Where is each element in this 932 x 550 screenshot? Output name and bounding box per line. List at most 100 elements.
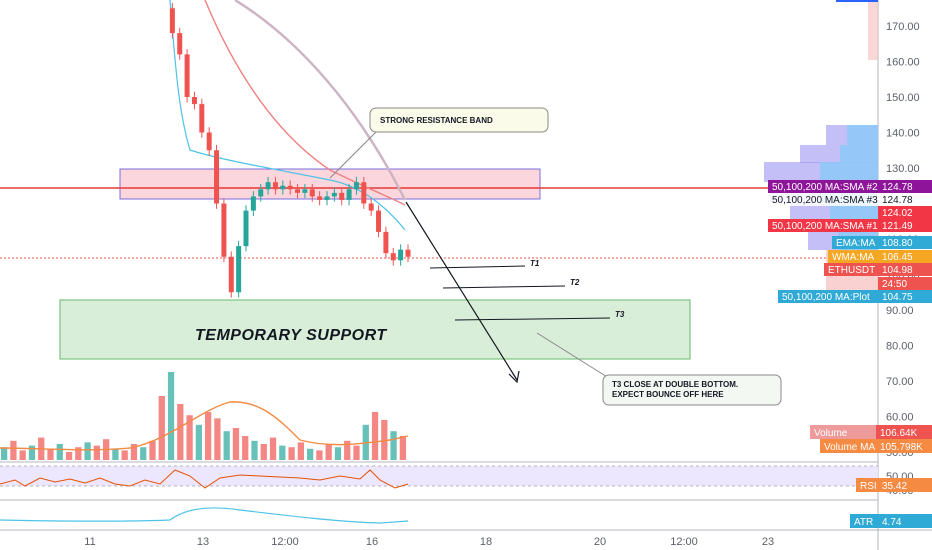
price-tick: 70.00 [886,376,914,388]
time-tick: 18 [480,536,492,548]
volume-bar [214,418,221,460]
price-tick: 90.00 [886,305,914,317]
svg-text:RSI: RSI [860,481,877,492]
candle-body [236,246,242,293]
volume-bar [10,440,17,460]
price-label: 50,100,200 MA:Plot 104.75 [778,290,932,303]
svg-text:24:50: 24:50 [882,279,907,290]
svg-text:108.80: 108.80 [882,238,913,249]
svg-text:EMA:MA: EMA:MA [836,238,876,249]
volume-bar [223,431,230,460]
price-tick: 80.00 [886,341,914,353]
volume-bar [269,437,277,460]
support-label: TEMPORARY SUPPORT [195,327,387,344]
projection-arrow [405,201,520,384]
volume-bar [232,428,240,460]
volume-bar [325,444,332,460]
time-tick: 20 [594,536,606,548]
volume-bar [177,404,184,460]
candle-body [191,97,197,105]
volume-bar [205,412,212,460]
t3-note-line1: T3 CLOSE AT DOUBLE BOTTOM. [612,380,738,389]
volume-bar [316,450,323,460]
svg-text:104.98: 104.98 [882,265,913,276]
candle-body [398,249,404,261]
candle-body [317,196,323,200]
support-zone[interactable] [59,299,691,360]
volume-bar [65,452,73,460]
price-tick: 130.00 [886,163,920,175]
time-tick: 13 [197,536,209,548]
price-label: 50,100,200 MA:SMA #3 124.78 [768,193,932,206]
top-marker [836,0,878,2]
target-t1: T1 [530,259,540,268]
volume-bar [371,412,379,460]
candle-body [265,182,271,190]
volume-bar [56,444,63,460]
resistance-annotation[interactable]: STRONG RESISTANCE BAND [329,107,549,179]
price-label: 50,100,200 MA:SMA #2 124.78 [768,180,932,193]
volume-bar [399,436,406,460]
volume-bar [167,372,175,460]
volume-bar [381,420,388,460]
price-label: EMA:MA 108.80 [832,236,932,249]
volume-bar [251,440,258,460]
volume-bar [112,448,119,460]
candle-body [169,8,175,34]
price-tick: 60.00 [886,412,914,424]
svg-text:ETHUSDT: ETHUSDT [828,265,875,276]
resistance-band[interactable] [119,168,541,200]
volume-bars [1,372,406,460]
volume-ma-label: Volume MA 105.798K [820,439,932,453]
volume-bar [288,447,295,460]
svg-text:ATR: ATR [854,517,873,528]
volume-bar [93,445,100,460]
svg-text:50,100,200 MA:SMA #1: 50,100,200 MA:SMA #1 [772,221,878,232]
candle-body [309,189,315,197]
price-label: 124.02 [878,206,932,219]
candle-body [199,104,205,133]
rsi-band [0,466,878,486]
svg-text:105.798K: 105.798K [880,442,923,453]
svg-text:50,100,200 MA:SMA #3: 50,100,200 MA:SMA #3 [772,195,878,206]
volume-ma-line [0,401,409,451]
candle-body [214,150,220,204]
svg-text:124.02: 124.02 [882,208,913,219]
candle-body [361,182,367,204]
svg-text:Volume MA: Volume MA [824,442,875,453]
svg-text:124.78: 124.78 [882,182,913,193]
candle-body [221,203,227,257]
sma-100-line [204,0,406,206]
svg-text:50,100,200 MA:SMA #2: 50,100,200 MA:SMA #2 [772,182,878,193]
volume-bar [334,447,342,460]
volume-bar [242,436,249,460]
candle-body [258,189,264,197]
candle-body [206,132,212,151]
volume-bar [47,448,54,460]
volume-bar [1,447,8,460]
candle-body [184,54,190,97]
candle-body [302,189,308,193]
t3-note-annotation[interactable]: T3 CLOSE AT DOUBLE BOTTOM. EXPECT BOUNCE… [536,332,782,406]
time-axis[interactable]: 11 13 12:00 16 18 20 12:00 23 [84,536,774,548]
candle-body [368,203,374,211]
rsi-line [0,469,409,489]
rsi-label: RSI 35.42 [856,478,932,492]
candle-body [280,185,286,190]
candle-body [339,192,345,200]
t3-note-line2: EXPECT BOUNCE OFF HERE [612,390,724,399]
volume-bar [344,440,351,460]
svg-text:WMA:MA: WMA:MA [832,252,875,263]
candle-body [228,256,234,293]
time-tick: 16 [366,536,378,548]
candle-body [405,249,411,257]
price-tick: 170.00 [886,21,920,33]
target-lines: T1 T2 T3 [429,259,625,321]
target-t2: T2 [570,278,580,287]
svg-text:106.64K: 106.64K [880,428,918,439]
svg-text:121.49: 121.49 [882,221,913,232]
volume-bar [158,396,165,460]
volume-bar [353,445,360,460]
